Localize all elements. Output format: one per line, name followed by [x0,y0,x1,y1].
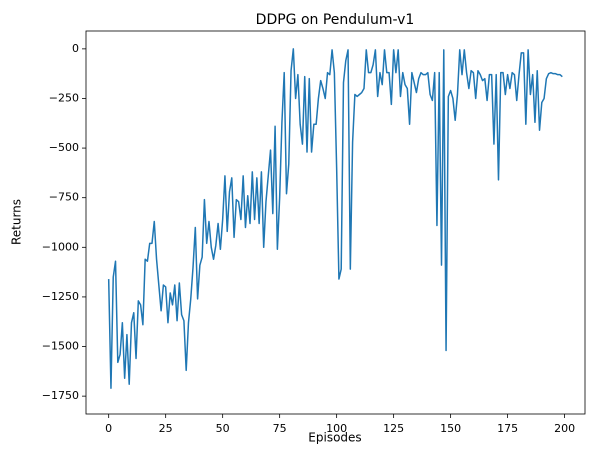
y-tick-label: −1000 [42,240,79,253]
y-axis-label: Returns [10,199,24,245]
y-tick-label: −1750 [42,389,79,402]
y-tick-label: −500 [49,141,79,154]
chart-title: DDPG on Pendulum-v1 [256,12,415,28]
y-tick-label: 0 [72,42,79,55]
y-tick-label: −1250 [42,290,79,303]
y-tick-label: −1500 [42,340,79,353]
x-tick-label: 200 [554,422,575,435]
axes-frame [85,30,586,415]
y-tick-label: −250 [49,91,79,104]
x-axis-label: Episodes [308,431,361,445]
x-tick-label: 75 [273,422,287,435]
x-tick-label: 100 [326,422,347,435]
data-line [107,48,563,389]
x-tick-label: 25 [159,422,173,435]
x-tick-label: 125 [383,422,404,435]
x-tick-label: 50 [216,422,230,435]
x-tick-label: 175 [497,422,518,435]
x-tick-label: 150 [440,422,461,435]
x-tick-label: 0 [105,422,112,435]
y-tick-label: −750 [49,191,79,204]
